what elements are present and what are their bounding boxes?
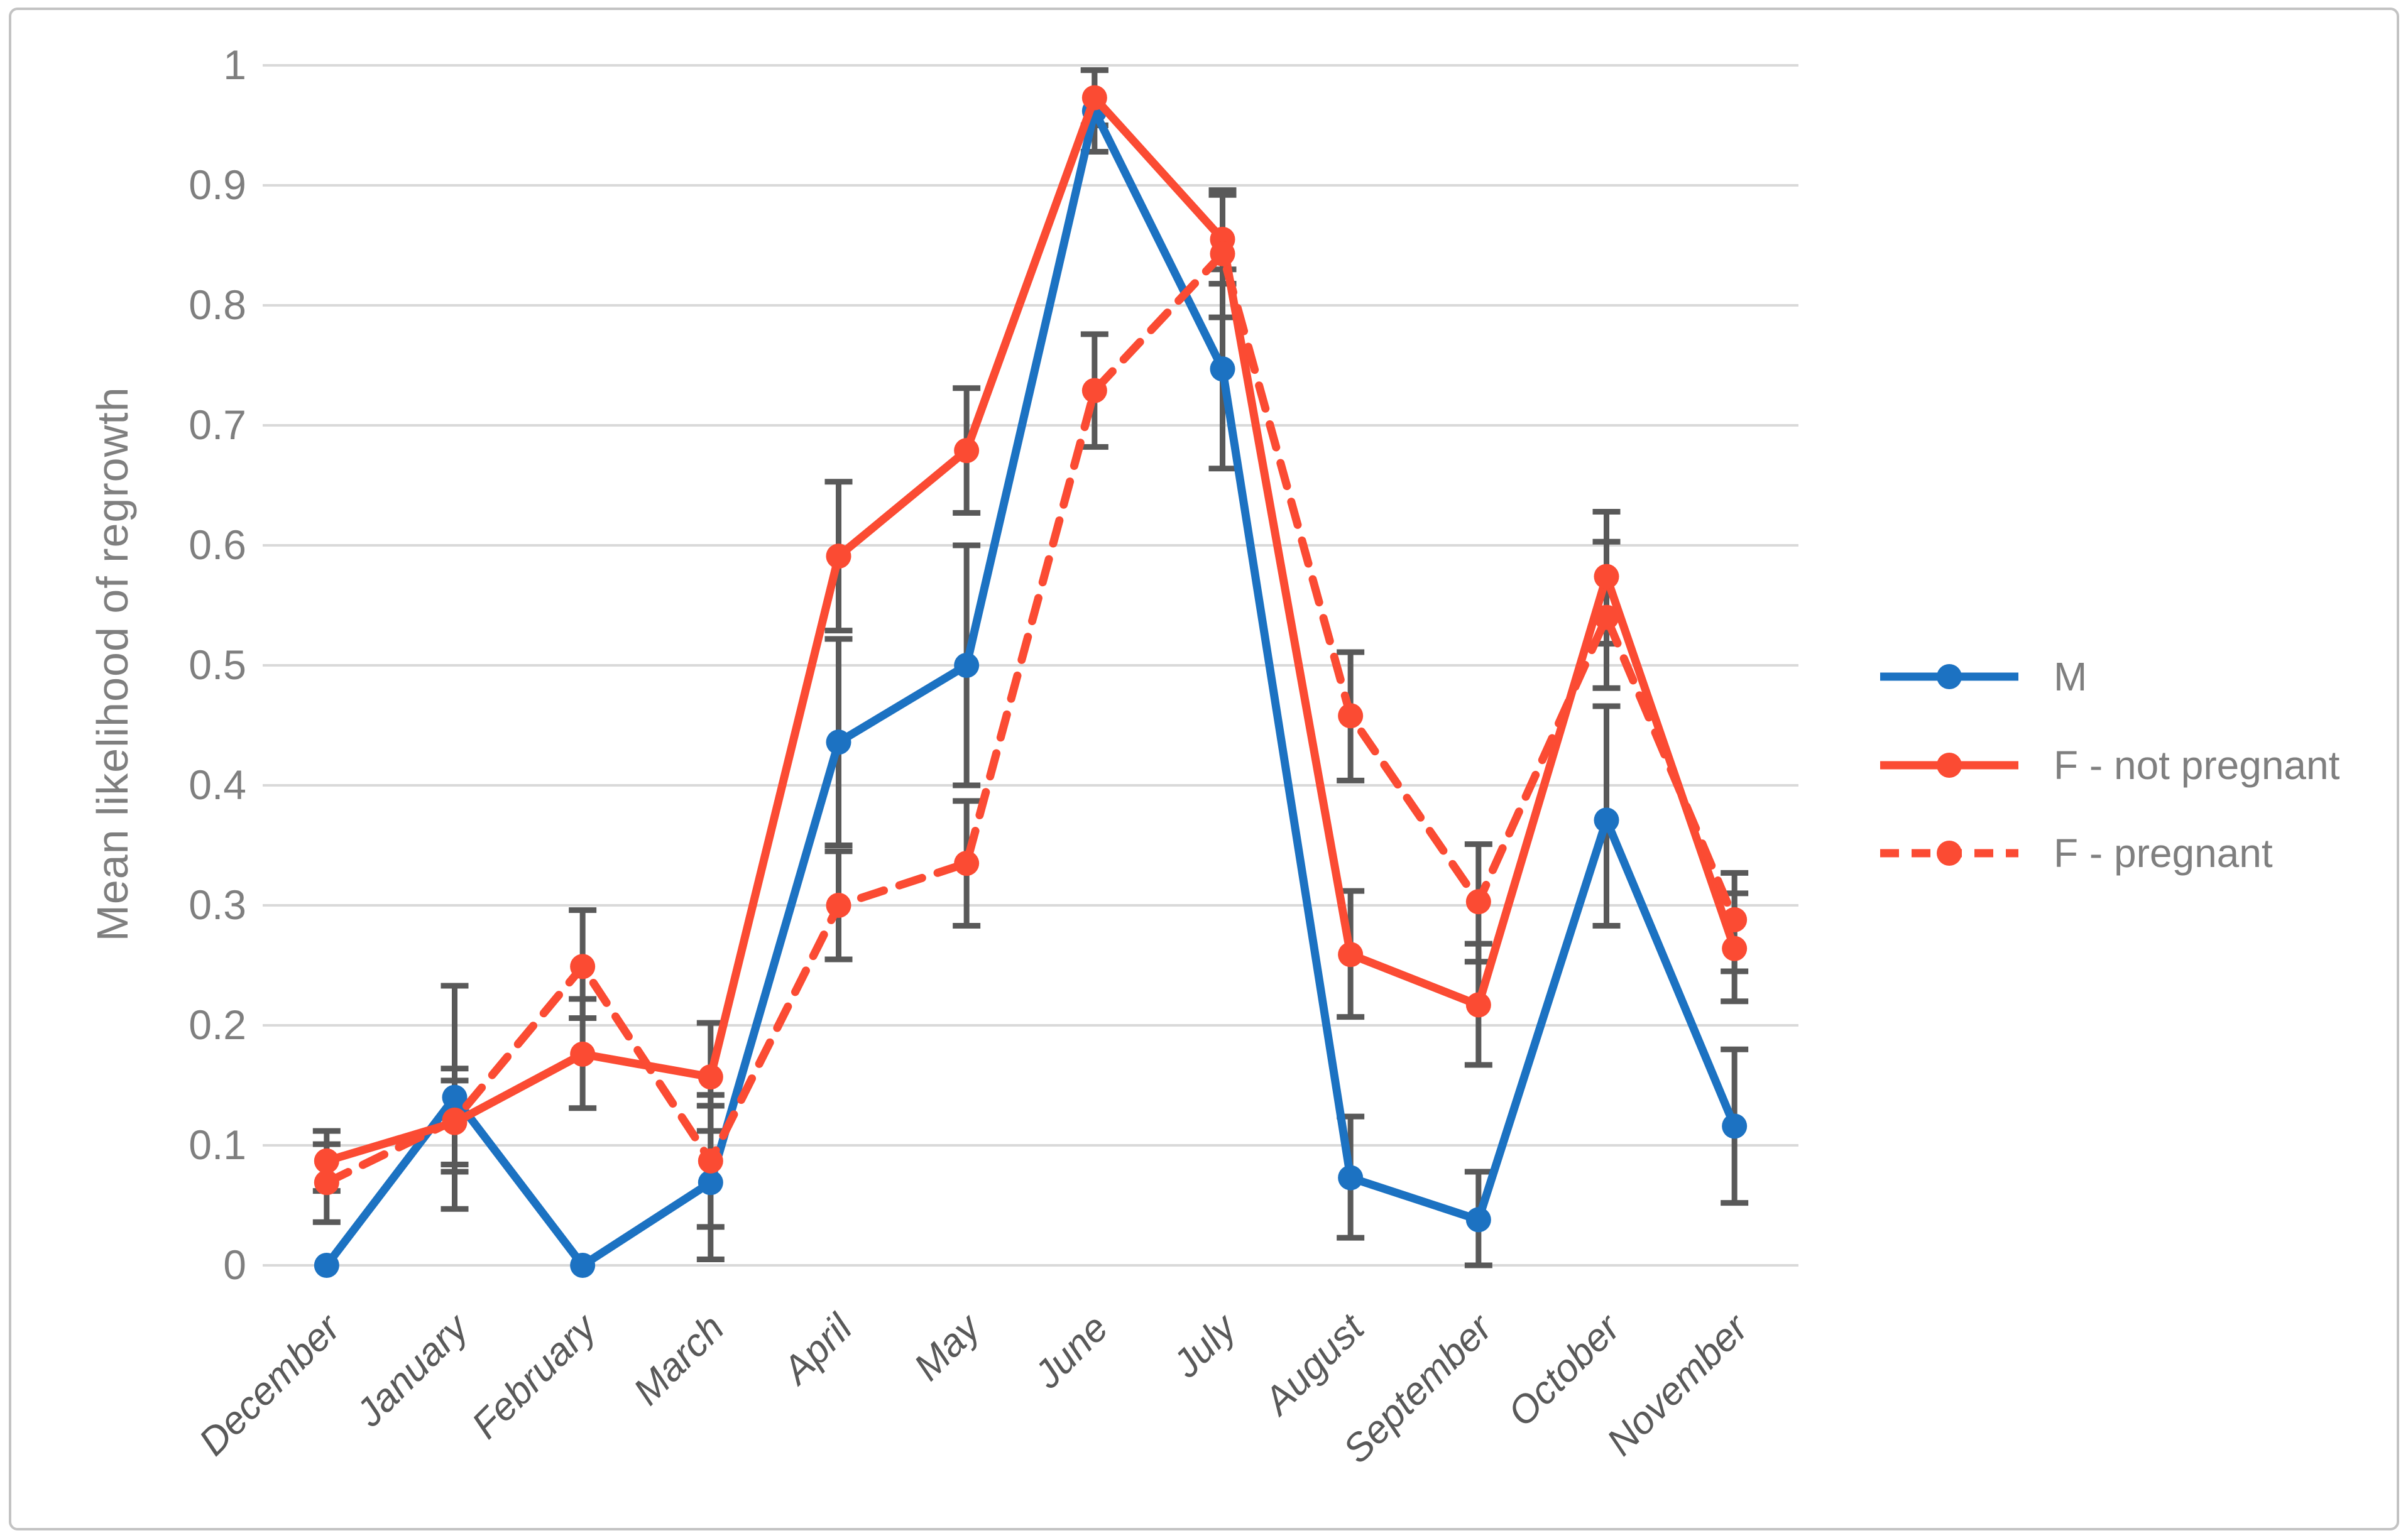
legend-swatch-solid	[1880, 753, 2018, 778]
legend-marker-circle	[1937, 753, 1962, 778]
data-point-F - pregnant-March	[698, 1148, 723, 1174]
legend: M F - not pregnant F - pregnant	[1880, 0, 2383, 1538]
y-tick-label: 1	[223, 41, 246, 88]
data-point-F - pregnant-April	[826, 893, 851, 918]
data-point-F - pregnant-August	[1338, 703, 1364, 729]
legend-label: F - pregnant	[2054, 831, 2273, 876]
data-point-M-August	[1338, 1165, 1364, 1191]
x-tick-label: April	[773, 1306, 862, 1394]
data-point-M-April	[826, 729, 851, 755]
x-tick-label: March	[625, 1306, 733, 1414]
legend-swatch-solid	[1880, 664, 2018, 689]
data-point-F - pregnant-May	[954, 851, 980, 876]
data-point-F - pregnant-July	[1210, 241, 1235, 266]
data-point-F - not pregnant-March	[698, 1064, 723, 1090]
series-line-M	[322, 107, 1739, 1270]
y-axis-title: Mean likelihood of regrowth	[88, 386, 137, 942]
x-tick-label: October	[1500, 1305, 1629, 1434]
y-tick-label: 0.2	[189, 1001, 246, 1048]
data-point-F - not pregnant-November	[1722, 935, 1748, 961]
data-point-M-October	[1594, 807, 1619, 833]
data-point-M-September	[1465, 1207, 1491, 1233]
legend-marker-circle	[1937, 841, 1962, 866]
legend-label: F - not pregnant	[2054, 743, 2340, 788]
y-tick-label: 0.8	[189, 281, 246, 328]
x-tick-label: August	[1254, 1305, 1374, 1424]
data-point-M-February	[570, 1253, 596, 1278]
legend-item-F - pregnant: F - pregnant	[1880, 831, 2273, 876]
x-tick-label: February	[464, 1304, 606, 1447]
data-point-F - pregnant-January	[442, 1107, 468, 1133]
series-line-F - not pregnant	[322, 94, 1739, 1165]
data-point-F - pregnant-October	[1594, 604, 1619, 630]
legend-item-F - not pregnant: F - not pregnant	[1880, 743, 2340, 788]
legend-label: M	[2054, 654, 2088, 699]
data-point-F - not pregnant-December	[314, 1148, 339, 1174]
figure-border	[9, 8, 2399, 1530]
x-tick-label: January	[348, 1304, 478, 1435]
data-point-M-July	[1210, 356, 1235, 382]
data-point-F - not pregnant-October	[1594, 564, 1619, 589]
data-point-F - not pregnant-September	[1465, 992, 1491, 1018]
y-tick-label: 0.6	[189, 521, 246, 568]
x-tick-label: June	[1026, 1306, 1117, 1397]
x-tick-label: November	[1599, 1305, 1758, 1464]
y-tick-label: 0.3	[189, 881, 246, 928]
data-point-M-December	[314, 1253, 339, 1278]
data-point-F - pregnant-November	[1722, 907, 1748, 932]
y-tick-label: 0.5	[189, 641, 246, 688]
data-point-F - not pregnant-April	[826, 543, 851, 569]
series-line-F - pregnant	[322, 249, 1739, 1187]
data-point-F - not pregnant-May	[954, 438, 980, 464]
y-tick-label: 0.7	[189, 401, 246, 448]
data-point-F - not pregnant-June	[1081, 85, 1107, 111]
x-tick-label: May	[906, 1304, 990, 1388]
data-point-F - pregnant-February	[570, 954, 596, 979]
x-tick-label: December	[191, 1305, 350, 1464]
data-point-F - not pregnant-February	[570, 1041, 596, 1067]
x-tick-label: July	[1164, 1304, 1246, 1386]
data-point-F - pregnant-December	[314, 1170, 339, 1196]
y-tick-label: 0	[223, 1241, 246, 1288]
legend-marker-circle	[1937, 664, 1962, 689]
y-tick-label: 0.9	[189, 161, 246, 208]
data-point-M-March	[698, 1170, 723, 1196]
data-point-M-January	[442, 1084, 468, 1110]
data-point-F - pregnant-June	[1081, 378, 1107, 403]
y-tick-label: 0.4	[189, 761, 246, 808]
y-tick-label: 0.1	[189, 1121, 246, 1168]
legend-swatch-dashed	[1880, 841, 2018, 866]
data-point-F - pregnant-September	[1465, 889, 1491, 915]
data-point-M-November	[1722, 1113, 1748, 1139]
legend-item-M: M	[1880, 654, 2087, 699]
data-point-F - not pregnant-August	[1338, 942, 1364, 968]
data-point-M-May	[954, 653, 980, 678]
